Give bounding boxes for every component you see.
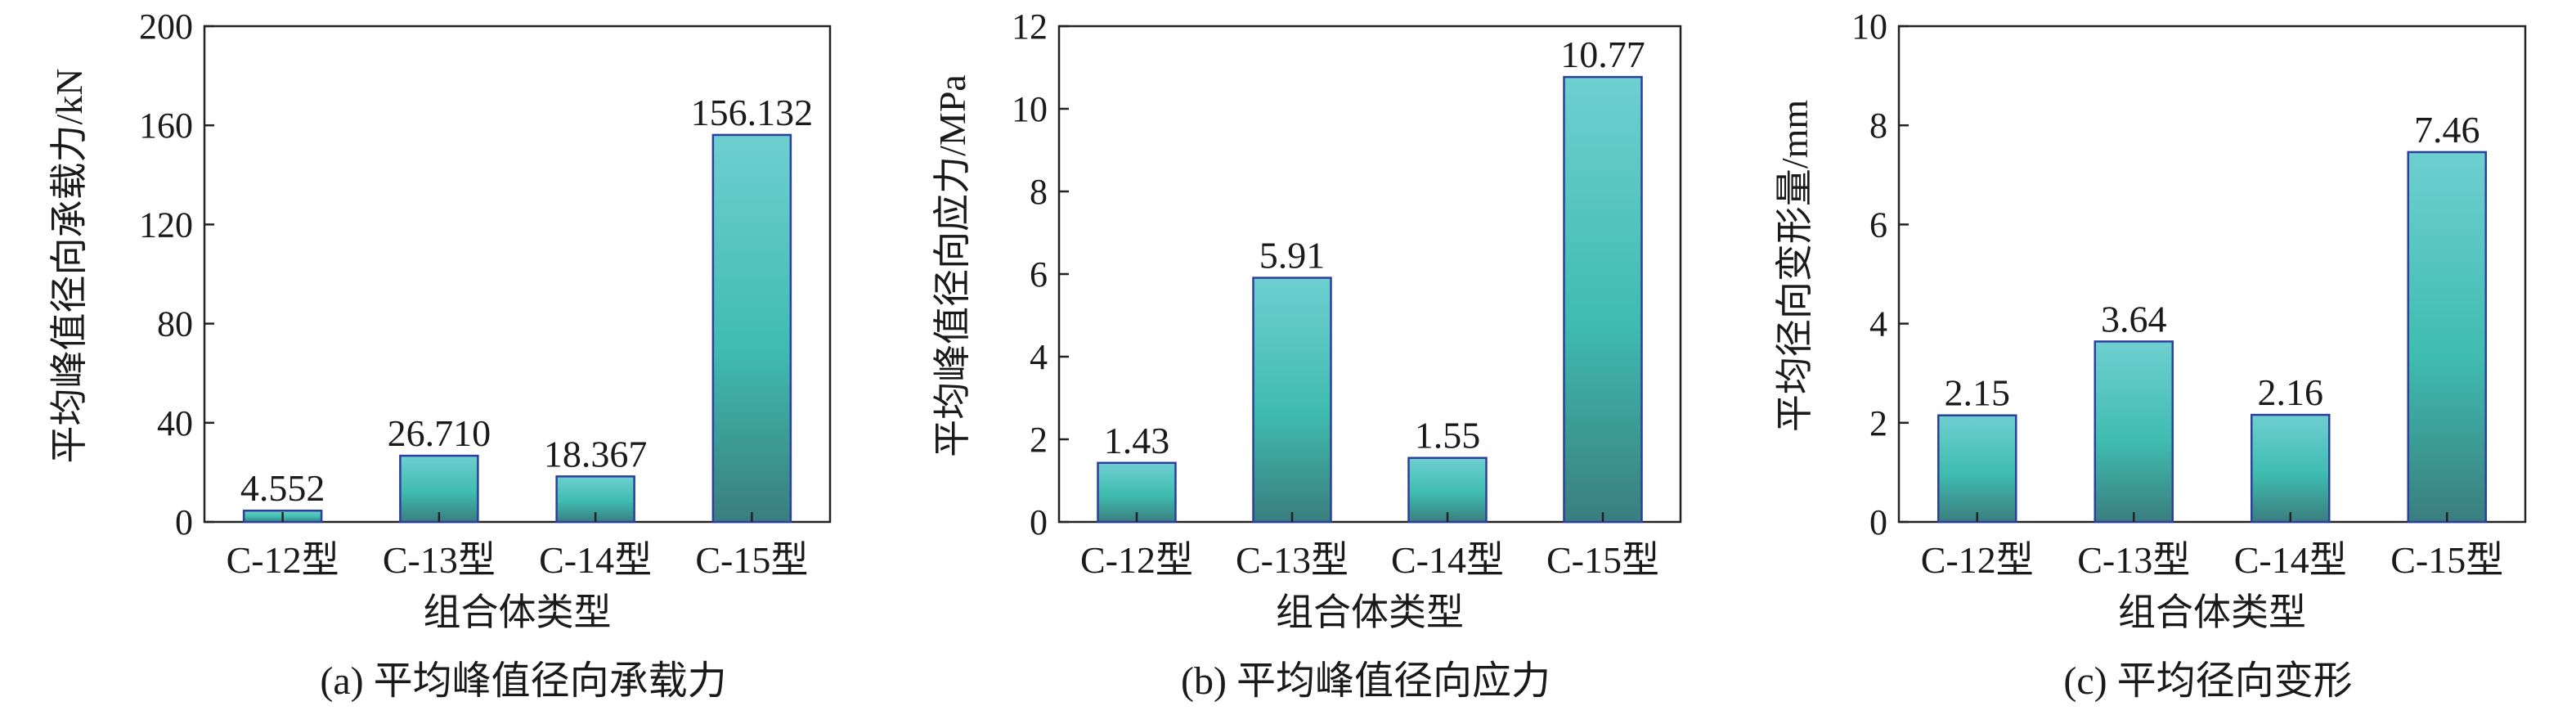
value-label: 5.91 xyxy=(1259,235,1326,277)
value-label: 18.367 xyxy=(544,433,648,474)
bar-C-12型 xyxy=(1097,461,1177,524)
y-tick-label: 2 xyxy=(1030,420,1048,460)
y-axis-title: 平均峰值径向应力/MPa xyxy=(931,74,973,457)
x-tick-label: C-13型 xyxy=(2077,539,2190,581)
x-tick-label: C-15型 xyxy=(2390,539,2503,581)
y-tick-label: 10 xyxy=(1012,89,1048,129)
x-tick-label: C-14型 xyxy=(1391,539,1504,581)
chart-panel-3: 0 2 4 6 8 10 2.15 C-12型 3.64 C-13型 2.16 C-14型 7.46 C-… xyxy=(1774,7,2527,703)
value-label: 2.16 xyxy=(2258,371,2324,413)
plot-frame xyxy=(203,25,832,524)
panel-caption: (b) 平均峰值径向应力 xyxy=(1181,659,1551,703)
chart-panel-2: 0 2 4 6 8 10 12 1.43 C-12型 5.91 C-13型 1.55 C-14型 10.7… xyxy=(931,7,1682,703)
y-tick-label: 200 xyxy=(139,7,193,47)
bar-C-13型 xyxy=(1252,277,1332,524)
value-label: 7.46 xyxy=(2414,109,2480,151)
x-tick-label: C-15型 xyxy=(1546,539,1659,581)
y-tick-label: 40 xyxy=(157,403,193,443)
panel-caption: (a) 平均峰值径向承载力 xyxy=(320,659,726,703)
value-label: 1.43 xyxy=(1104,420,1170,461)
bar-C-14型 xyxy=(2251,413,2331,524)
x-tick-label: C-14型 xyxy=(539,539,652,581)
y-tick-label: 4 xyxy=(1869,304,1887,344)
y-tick-label: 8 xyxy=(1030,172,1048,212)
x-tick-label: C-13型 xyxy=(383,539,496,581)
x-tick-label: C-12型 xyxy=(1921,539,2034,581)
y-tick-label: 0 xyxy=(175,502,193,542)
bar-C-15型 xyxy=(2407,151,2487,524)
x-axis-title: 组合体类型 xyxy=(1276,591,1464,633)
value-label: 10.77 xyxy=(1560,34,1645,75)
x-tick-label: C-12型 xyxy=(227,539,339,581)
y-tick-label: 8 xyxy=(1869,106,1887,146)
y-tick-label: 12 xyxy=(1012,7,1048,47)
x-tick-label: C-15型 xyxy=(695,539,808,581)
y-tick-label: 6 xyxy=(1869,205,1887,245)
y-tick-label: 4 xyxy=(1030,337,1048,377)
x-axis-title: 组合体类型 xyxy=(2118,591,2306,633)
x-tick-label: C-13型 xyxy=(1236,539,1349,581)
x-tick-label: C-14型 xyxy=(2234,539,2347,581)
bar-C-15型 xyxy=(1563,75,1643,524)
y-tick-label: 160 xyxy=(139,106,193,146)
y-tick-label: 10 xyxy=(1851,7,1887,47)
bar-C-15型 xyxy=(711,133,792,524)
y-tick-label: 0 xyxy=(1030,502,1048,542)
y-tick-label: 120 xyxy=(139,205,193,245)
y-axis-title: 平均峰值径向承载力/kN xyxy=(48,69,90,464)
value-label: 26.710 xyxy=(388,412,491,454)
value-label: 1.55 xyxy=(1415,415,1481,456)
y-tick-label: 6 xyxy=(1030,254,1048,295)
panel-caption: (c) 平均径向变形 xyxy=(2063,659,2352,703)
value-label: 3.64 xyxy=(2101,298,2167,340)
y-axis-title: 平均径向变形量/mm xyxy=(1774,100,1815,433)
bar-C-13型 xyxy=(399,454,479,524)
y-tick-label: 2 xyxy=(1869,403,1887,443)
chart-panel-1: 0 40 80 120 160 200 4.552 C-12型 26.710 C-13型 18.36… xyxy=(48,7,832,703)
x-tick-label: C-12型 xyxy=(1080,539,1193,581)
bar-C-13型 xyxy=(2094,340,2174,524)
value-label: 156.132 xyxy=(691,92,814,133)
bar-C-14型 xyxy=(1407,456,1488,524)
y-tick-label: 80 xyxy=(157,304,193,344)
y-tick-label: 0 xyxy=(1869,502,1887,542)
bar-C-12型 xyxy=(1937,414,2017,524)
x-axis-title: 组合体类型 xyxy=(424,591,612,633)
plot-frame xyxy=(1897,25,2527,524)
value-label: 4.552 xyxy=(240,467,325,509)
value-label: 2.15 xyxy=(1945,372,2011,414)
